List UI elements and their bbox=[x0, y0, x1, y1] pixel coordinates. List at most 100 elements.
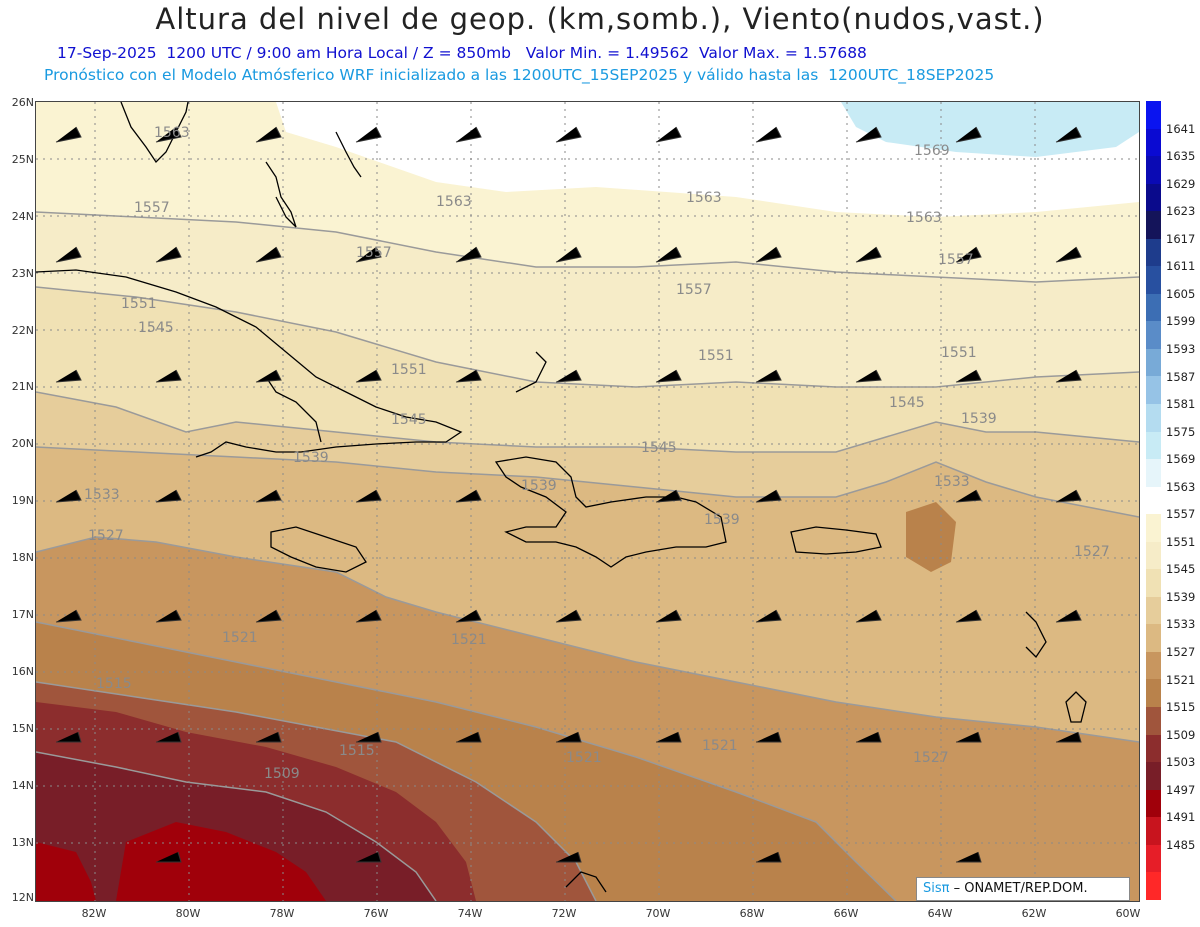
contour-label: 1539 bbox=[293, 450, 329, 466]
colorbar-level-label: 1509 bbox=[1166, 727, 1196, 742]
colorbar-level-label: 1617 bbox=[1166, 231, 1196, 246]
coastlines bbox=[36, 102, 1087, 893]
colorbar-swatch bbox=[1146, 789, 1161, 818]
contour-label: 1527 bbox=[88, 528, 124, 544]
sispi-logo-text: Sisπ bbox=[923, 881, 950, 896]
contour-label: 1551 bbox=[941, 345, 977, 361]
colorbar-level-label: 1611 bbox=[1166, 259, 1196, 274]
contour-label: 1563 bbox=[906, 210, 942, 226]
colorbar-swatch bbox=[1146, 486, 1161, 515]
lon-tick: 66W bbox=[833, 907, 859, 920]
colorbar-level-label: 1527 bbox=[1166, 645, 1196, 660]
cuba-north bbox=[36, 269, 463, 458]
contour-label: 1515 bbox=[96, 676, 132, 692]
lat-tick: 24N bbox=[11, 210, 34, 223]
colorbar-level-label: 1623 bbox=[1166, 204, 1196, 219]
contour-label: 1557 bbox=[676, 282, 712, 298]
colorbar-level-label: 1569 bbox=[1166, 452, 1196, 467]
colorbar-level-label: 1545 bbox=[1166, 562, 1196, 577]
puerto-rico bbox=[790, 526, 882, 555]
colorbar-swatch bbox=[1146, 734, 1161, 763]
contour-label: 1533 bbox=[934, 474, 970, 490]
lat-tick: 13N bbox=[11, 836, 34, 849]
contour-label: 1551 bbox=[391, 362, 427, 378]
colorbar-swatch bbox=[1146, 817, 1161, 845]
contour-label: 1515 bbox=[339, 743, 375, 759]
lat-tick: 14N bbox=[11, 779, 34, 792]
andros-island bbox=[265, 161, 297, 228]
colorbar-swatch bbox=[1146, 431, 1161, 460]
map-canvas: 1563 1563 1563 1563 1569 1557 1557 1557 … bbox=[36, 102, 1139, 901]
lat-tick: 18N bbox=[11, 551, 34, 564]
colorbar-swatch bbox=[1146, 266, 1161, 294]
contour-label: 1527 bbox=[913, 750, 949, 766]
lon-tick: 62W bbox=[1021, 907, 1047, 920]
colorbar-swatch bbox=[1146, 679, 1161, 708]
contour-label: 1521 bbox=[222, 630, 258, 646]
contour-label: 1539 bbox=[521, 478, 557, 494]
colorbar-level-label: 1599 bbox=[1166, 314, 1196, 329]
colorbar-level-label: 1563 bbox=[1166, 479, 1196, 494]
colorbar-level-label: 1575 bbox=[1166, 424, 1196, 439]
contour-label: 1521 bbox=[451, 632, 487, 648]
colorbar-swatch bbox=[1146, 101, 1161, 129]
colorbar-swatch bbox=[1146, 183, 1161, 212]
colorbar-level-label: 1629 bbox=[1166, 176, 1196, 191]
colorbar-swatch bbox=[1146, 762, 1161, 790]
lon-tick: 70W bbox=[645, 907, 671, 920]
contour-label: 1557 bbox=[134, 200, 170, 216]
band-1497-west bbox=[36, 842, 96, 901]
band-1497 bbox=[116, 822, 326, 901]
contour-labels: 1563 1563 1563 1563 1569 1557 1557 1557 … bbox=[84, 125, 1110, 782]
lat-tick: 15N bbox=[11, 722, 34, 735]
colorbar-level-label: 1539 bbox=[1166, 589, 1196, 604]
lat-tick: 16N bbox=[11, 665, 34, 678]
map-title: Altura del nivel de geop. (km,somb.), Vi… bbox=[155, 2, 1045, 36]
lat-tick: 17N bbox=[11, 608, 34, 621]
contour-label: 1545 bbox=[641, 440, 677, 456]
contour-label: 1545 bbox=[889, 395, 925, 411]
forecast-time-subtitle: 17-Sep-2025 1200 UTC / 9:00 am Hora Loca… bbox=[57, 44, 867, 62]
forecast-map: 1563 1563 1563 1563 1569 1557 1557 1557 … bbox=[35, 101, 1140, 902]
contour-label: 1527 bbox=[1074, 544, 1110, 560]
contour-label: 1545 bbox=[391, 412, 427, 428]
contour-label: 1563 bbox=[154, 125, 190, 141]
lon-tick: 80W bbox=[175, 907, 201, 920]
lat-tick: 22N bbox=[11, 324, 34, 337]
lat-tick: 12N bbox=[11, 891, 34, 904]
contour-label: 1521 bbox=[702, 738, 738, 754]
contour-label: 1533 bbox=[84, 487, 120, 503]
south-coast-shoal bbox=[565, 871, 607, 893]
colorbar-swatch bbox=[1146, 211, 1161, 239]
lon-tick: 60W bbox=[1115, 907, 1141, 920]
colorbar-swatch bbox=[1146, 348, 1161, 377]
guadeloupe bbox=[1025, 611, 1047, 659]
colorbar-level-label: 1551 bbox=[1166, 534, 1196, 549]
colorbar bbox=[1146, 101, 1161, 900]
lat-tick: 26N bbox=[11, 96, 34, 109]
pr-low-spot bbox=[906, 502, 956, 572]
lat-tick: 25N bbox=[11, 153, 34, 166]
band-1569 bbox=[841, 102, 1139, 157]
lon-tick: 78W bbox=[269, 907, 295, 920]
cuba-south bbox=[265, 376, 322, 443]
jamaica bbox=[270, 526, 367, 573]
contour-label: 1551 bbox=[121, 296, 157, 312]
lat-tick: 21N bbox=[11, 380, 34, 393]
lat-tick: 20N bbox=[11, 437, 34, 450]
colorbar-level-label: 1605 bbox=[1166, 286, 1196, 301]
martinique bbox=[1065, 691, 1087, 723]
lon-tick: 72W bbox=[551, 907, 577, 920]
hispaniola bbox=[494, 456, 727, 568]
lon-tick: 74W bbox=[457, 907, 483, 920]
wind-barbs bbox=[55, 126, 1082, 863]
colorbar-swatch bbox=[1146, 459, 1161, 487]
colorbar-swatch bbox=[1146, 376, 1161, 405]
lon-tick: 64W bbox=[927, 907, 953, 920]
colorbar-level-label: 1503 bbox=[1166, 755, 1196, 770]
contour-label: 1521 bbox=[566, 750, 602, 766]
colorbar-level-label: 1515 bbox=[1166, 700, 1196, 715]
contour-label: 1557 bbox=[938, 252, 974, 268]
colorbar-swatch bbox=[1146, 404, 1161, 432]
contour-label: 1557 bbox=[356, 245, 392, 261]
